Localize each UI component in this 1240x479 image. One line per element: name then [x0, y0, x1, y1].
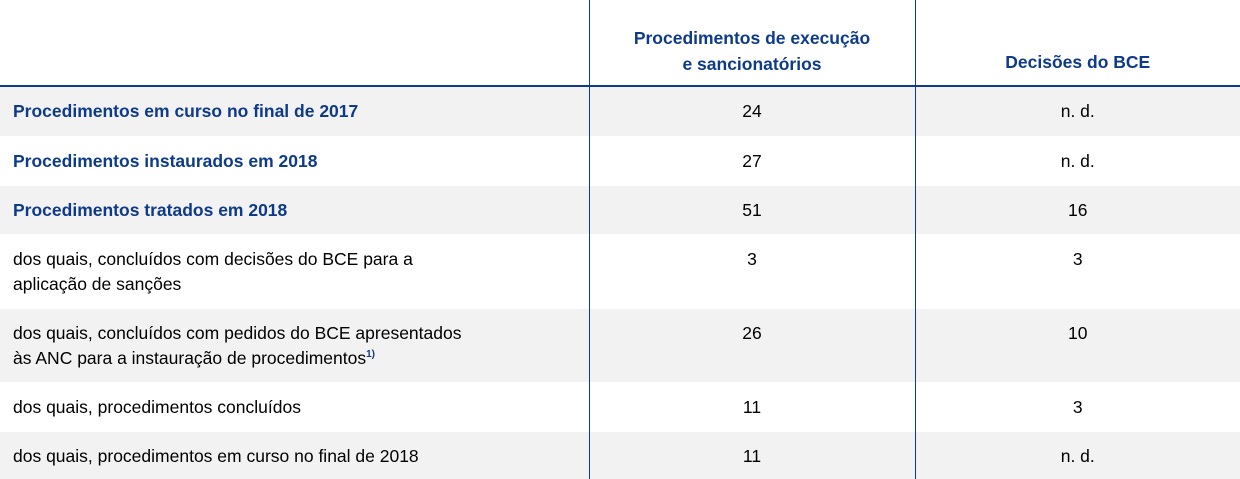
header-procedimentos: Procedimentos de execução e sancionatóri… — [589, 0, 915, 86]
row-procedimentos-value: 51 — [589, 186, 915, 235]
row-decisoes-value: 10 — [915, 309, 1240, 383]
row-label-line2: aplicação de sanções — [13, 274, 181, 294]
row-decisoes-value: n. d. — [915, 86, 1240, 137]
row-label: Procedimentos em curso no final de 2017 — [0, 86, 589, 137]
table-row: Procedimentos em curso no final de 2017 … — [0, 86, 1240, 137]
table-row: Procedimentos tratados em 2018 51 16 — [0, 186, 1240, 235]
table-row: dos quais, concluídos com pedidos do BCE… — [0, 309, 1240, 383]
row-decisoes-value: n. d. — [915, 137, 1240, 186]
row-label-line1: dos quais, concluídos com decisões do BC… — [13, 249, 413, 269]
row-procedimentos-value: 11 — [589, 383, 915, 432]
row-decisoes-value: 3 — [915, 235, 1240, 309]
row-label: dos quais, concluídos com decisões do BC… — [0, 235, 589, 309]
table-header: Procedimentos de execução e sancionatóri… — [0, 0, 1240, 86]
row-decisoes-value: 16 — [915, 186, 1240, 235]
table-row: dos quais, procedimentos concluídos 11 3 — [0, 383, 1240, 432]
row-procedimentos-value: 24 — [589, 86, 915, 137]
row-procedimentos-value: 11 — [589, 432, 915, 479]
header-decisoes: Decisões do BCE — [915, 0, 1240, 86]
header-decisoes-label: Decisões do BCE — [1005, 52, 1150, 72]
row-label-line1: dos quais, concluídos com pedidos do BCE… — [13, 323, 461, 343]
row-procedimentos-value: 27 — [589, 137, 915, 186]
row-label: dos quais, procedimentos em curso no fin… — [0, 432, 589, 479]
table-row: Procedimentos instaurados em 2018 27 n. … — [0, 137, 1240, 186]
row-decisoes-value: 3 — [915, 383, 1240, 432]
row-label: dos quais, concluídos com pedidos do BCE… — [0, 309, 589, 383]
header-procedimentos-line1: Procedimentos de execução — [634, 28, 870, 48]
row-procedimentos-value: 26 — [589, 309, 915, 383]
row-label-line2: às ANC para a instauração de procediment… — [13, 348, 366, 368]
row-label: Procedimentos instaurados em 2018 — [0, 137, 589, 186]
footnote-marker: 1) — [366, 349, 375, 360]
header-procedimentos-line2: e sancionatórios — [682, 54, 821, 74]
header-empty-cell — [0, 0, 589, 86]
row-decisoes-value: n. d. — [915, 432, 1240, 479]
row-label: dos quais, procedimentos concluídos — [0, 383, 589, 432]
row-label: Procedimentos tratados em 2018 — [0, 186, 589, 235]
table-row: dos quais, procedimentos em curso no fin… — [0, 432, 1240, 479]
table-row: dos quais, concluídos com decisões do BC… — [0, 235, 1240, 309]
table-body: Procedimentos em curso no final de 2017 … — [0, 86, 1240, 479]
row-procedimentos-value: 3 — [589, 235, 915, 309]
